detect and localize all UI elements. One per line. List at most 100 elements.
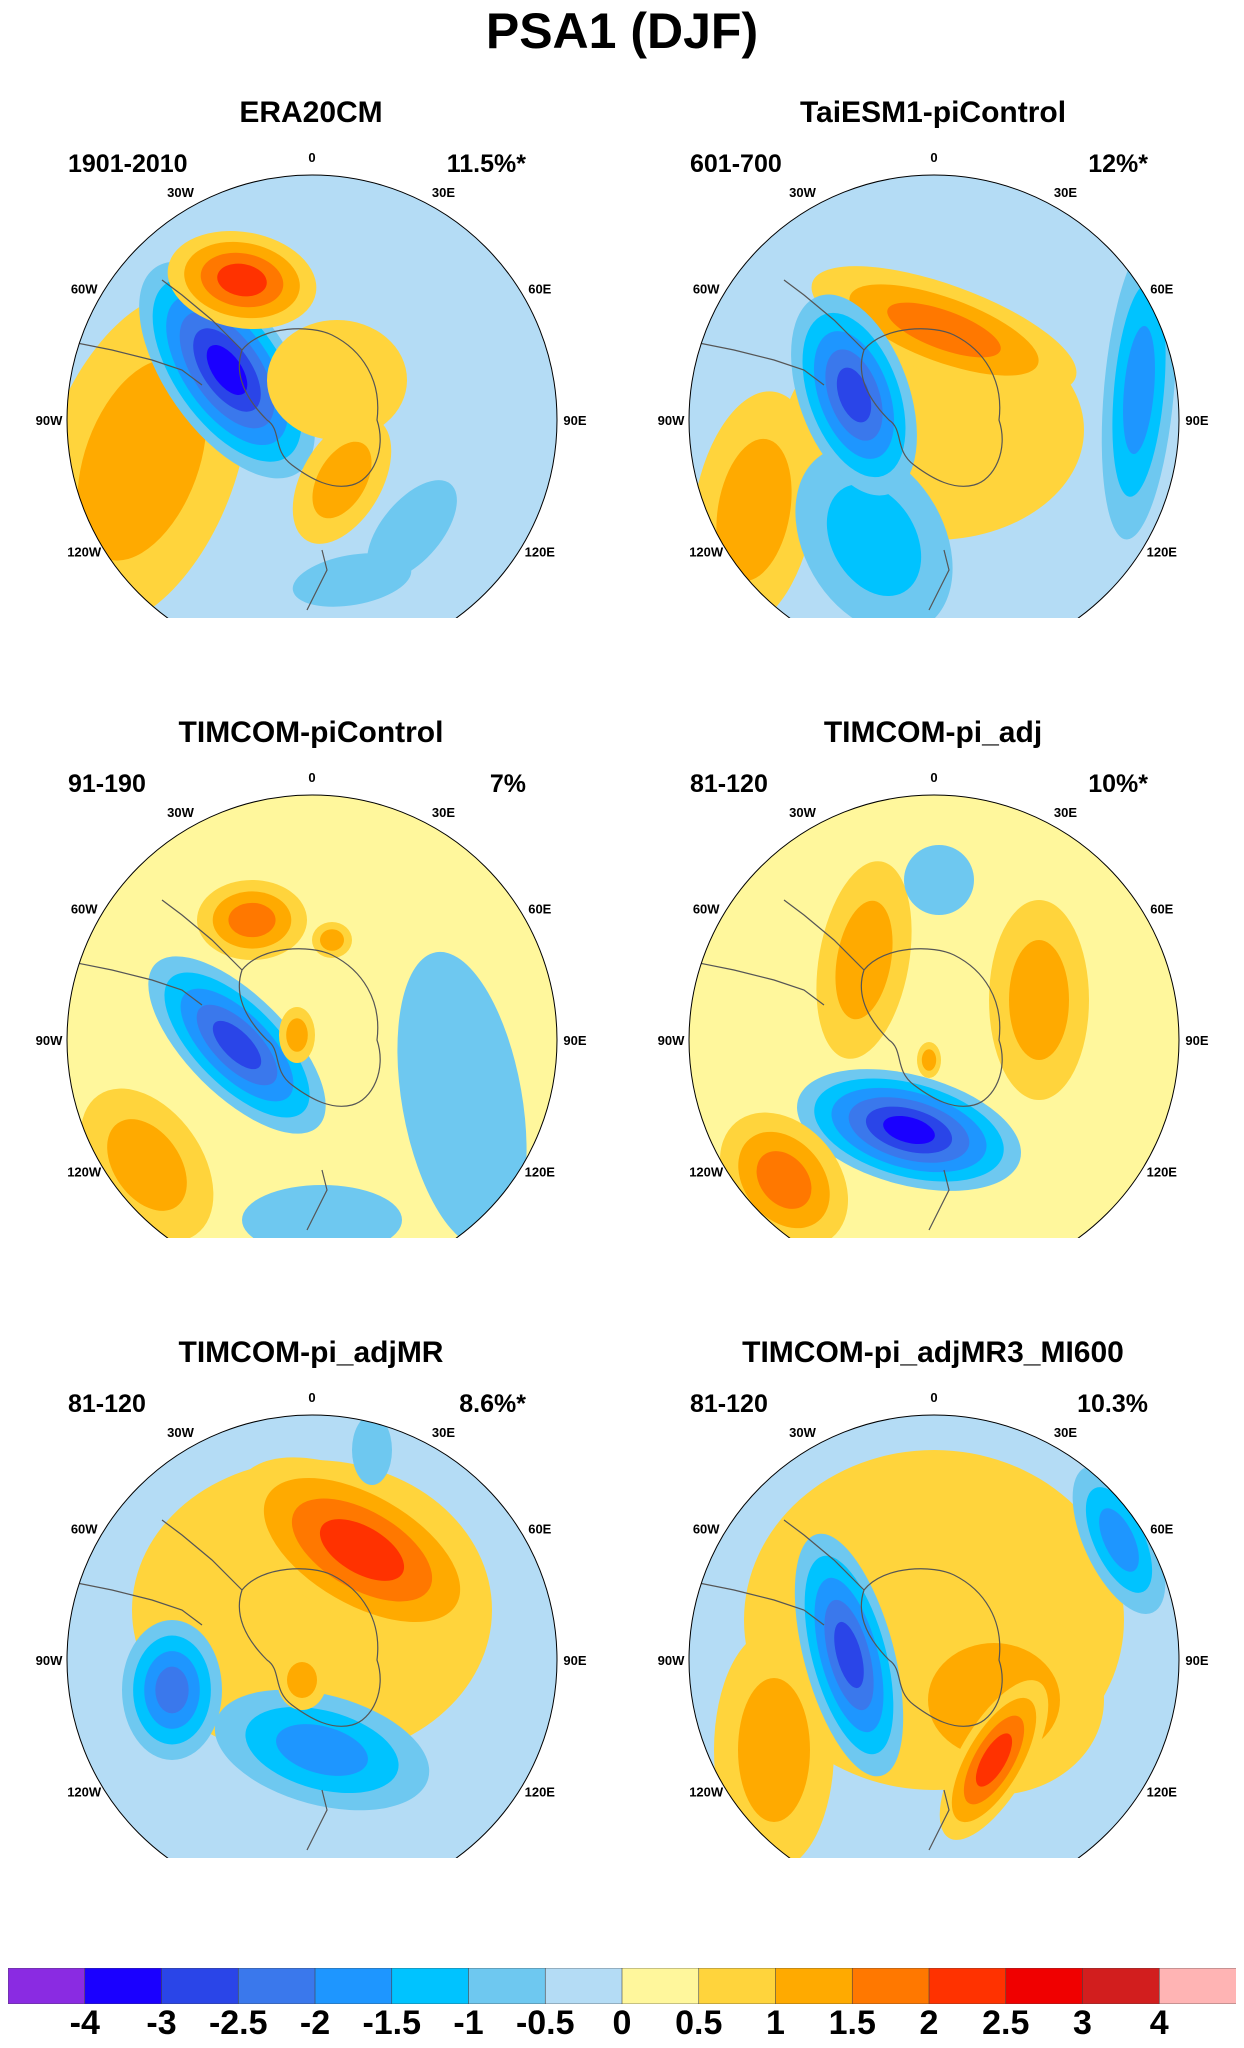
longitude-label: 90W (658, 413, 685, 428)
longitude-label: 0 (308, 770, 315, 785)
longitude-label: 120W (67, 545, 102, 560)
anomaly-contour (904, 845, 974, 915)
longitude-label: 0 (930, 150, 937, 165)
coastline (689, 339, 825, 386)
map-panel: TIMCOM-pi_adj81-12010%*030E60E90E120E150… (622, 620, 1244, 1238)
longitude-label: 90E (563, 413, 586, 428)
panel-period: 81-120 (690, 770, 768, 798)
longitude-label: 60E (1150, 282, 1173, 297)
map-panel: ERA20CM1901-201011.5%*030E60E90E120E150E… (0, 0, 622, 618)
colorbar-swatch (1005, 1968, 1084, 2004)
coastline (306, 1789, 328, 1851)
colorbar-swatch (391, 1968, 470, 2004)
colorbar-swatch (84, 1968, 163, 2004)
colorbar-tick-label: 2 (919, 2004, 939, 2042)
anomaly-contour (286, 1018, 308, 1052)
anomaly-contour (206, 344, 248, 396)
panel-title: TaiESM1-piControl (799, 96, 1067, 129)
longitude-label: 120W (67, 1785, 102, 1800)
longitude-label: 60W (71, 282, 98, 297)
longitude-label: 30E (432, 185, 455, 200)
anomaly-contour (883, 1115, 935, 1145)
colorbar-swatch (928, 1968, 1007, 2004)
anomaly-contour (217, 263, 267, 297)
longitude-label: 30W (789, 805, 816, 820)
longitude-label: 120E (525, 1785, 556, 1800)
longitude-label: 120W (67, 1165, 102, 1180)
longitude-label: 30E (432, 1425, 455, 1440)
longitude-label: 30W (167, 805, 194, 820)
panel-variance: 8.6%* (459, 1390, 526, 1418)
anomaly-contour (1123, 325, 1155, 455)
anomaly-contour (716, 438, 792, 582)
panel-period: 81-120 (690, 1390, 768, 1418)
coastline (238, 1568, 381, 1727)
coastline (161, 899, 243, 971)
longitude-label: 0 (308, 150, 315, 165)
polar-map: 030E60E90E120E150E180150W120W90W60W30W (658, 770, 1209, 1238)
polar-map: 030E60E90E120E150E180150W120W90W60W30W (658, 1390, 1209, 1858)
longitude-label: 90E (1185, 413, 1208, 428)
longitude-label: 30W (789, 185, 816, 200)
colorbar-swatch (314, 1968, 393, 2004)
colorbar-swatch (544, 1968, 623, 2004)
panel-variance: 10.3% (1077, 1390, 1148, 1418)
colorbar (8, 1968, 1236, 2004)
anomaly-contour (77, 359, 207, 561)
panel-variance: 10%* (1088, 770, 1148, 798)
polar-map: 030E60E90E120E150E180150W120W90W60W30W (658, 150, 1209, 618)
map-boundary (66, 794, 558, 1238)
anomaly-contour (292, 553, 412, 607)
panel-title: TIMCOM-piControl (178, 716, 444, 749)
map-panel: TIMCOM-pi_adjMR3_MI600 81-120 10.3% 0 30E 60E… (622, 1240, 1244, 1858)
contour-field (67, 175, 557, 618)
panel-title: TIMCOM-pi_adjMR (178, 1336, 444, 1369)
longitude-label: 30E (1054, 805, 1077, 820)
panel-period: 81-120 (68, 1390, 146, 1418)
coastline (161, 1519, 243, 1591)
polar-map: 030E60E90E120E150E180150W120W90W60W30W (36, 770, 587, 1238)
map-boundary (66, 174, 558, 618)
anomaly-contour (228, 902, 276, 938)
longitude-label: 60E (528, 282, 551, 297)
longitude-label: 90W (36, 413, 63, 428)
panel-period: 91-190 (68, 770, 146, 798)
colorbar-tick-label: -4 (69, 2004, 100, 2042)
coastline (860, 1568, 1003, 1727)
coastline (67, 339, 203, 386)
longitude-label: 120W (689, 545, 724, 560)
longitude-label: 60E (1150, 902, 1173, 917)
colorbar-tick-label: -3 (146, 2004, 177, 2042)
anomaly-contour (835, 900, 893, 1020)
longitude-label: 90E (1185, 1033, 1208, 1048)
coastline (783, 1519, 865, 1591)
colorbar-swatch (775, 1968, 854, 2004)
map-boundary (688, 794, 1180, 1238)
anomaly-contour (319, 1519, 405, 1581)
longitude-label: 60E (528, 902, 551, 917)
longitude-label: 120E (525, 545, 556, 560)
anomaly-contour (267, 320, 407, 440)
longitude-label: 30E (1054, 1425, 1077, 1440)
longitude-label: 30W (789, 1425, 816, 1440)
anomaly-contour (756, 1151, 812, 1209)
figure-title: PSA1 (DJF) (485, 3, 759, 59)
longitude-label: 0 (930, 770, 937, 785)
map-boundary (688, 174, 1180, 618)
anomaly-contour (397, 951, 527, 1238)
coastline (928, 549, 950, 611)
colorbar-tick-label: 3 (1073, 2004, 1092, 2042)
longitude-label: 90W (658, 1033, 685, 1048)
map-panel: TIMCOM-piControl91-1907%030E60E90E120E15… (0, 620, 622, 1238)
anomaly-contour (320, 929, 344, 951)
colorbar-swatch (1158, 1968, 1236, 2004)
longitude-label: 30W (167, 185, 194, 200)
longitude-label: 30W (167, 1425, 194, 1440)
longitude-label: 60E (1150, 1522, 1173, 1537)
longitude-label: 0 (308, 1390, 315, 1405)
colorbar-tick-label: -0.5 (515, 2004, 575, 2042)
colorbar-swatch (1082, 1968, 1161, 2004)
panel-period: 1901-2010 (68, 150, 188, 178)
colorbar-tick-label: 2.5 (982, 2004, 1030, 2042)
coastline (689, 1579, 825, 1626)
